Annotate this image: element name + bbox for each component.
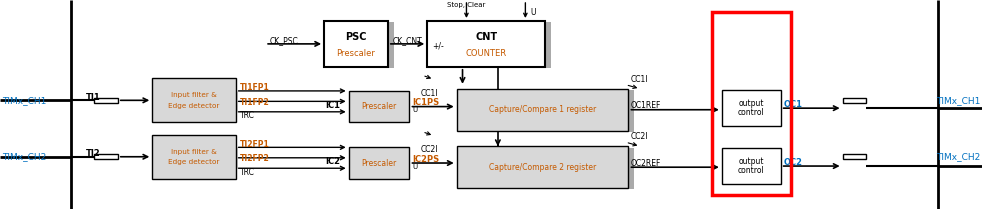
Text: IC1PS: IC1PS <box>412 98 440 107</box>
Text: PSC: PSC <box>346 32 366 42</box>
Text: TI1FP1: TI1FP1 <box>240 83 269 92</box>
Text: output: output <box>738 99 764 108</box>
Bar <box>712 12 791 195</box>
Text: TIMx_CH1: TIMx_CH1 <box>936 96 980 105</box>
Text: U: U <box>412 164 417 170</box>
Bar <box>457 89 628 131</box>
Bar <box>349 91 409 122</box>
Bar <box>463 148 634 189</box>
Bar <box>457 146 628 188</box>
Text: OC2: OC2 <box>784 158 802 167</box>
Bar <box>843 154 866 159</box>
Text: TI1FP2: TI1FP2 <box>240 98 269 107</box>
Text: CC1I: CC1I <box>420 88 438 98</box>
Bar <box>152 78 236 122</box>
Text: Edge detector: Edge detector <box>168 103 220 108</box>
Text: COUNTER: COUNTER <box>465 48 507 58</box>
Bar <box>349 147 409 179</box>
Text: OC1REF: OC1REF <box>630 101 661 111</box>
Text: CNT: CNT <box>475 32 497 42</box>
Bar <box>722 148 781 184</box>
Text: TRC: TRC <box>240 111 254 120</box>
Text: control: control <box>737 166 765 175</box>
Text: CK_CNT: CK_CNT <box>393 36 422 45</box>
Bar <box>843 98 866 103</box>
Text: U: U <box>412 107 417 113</box>
Text: OC2REF: OC2REF <box>630 159 661 168</box>
Text: TI1: TI1 <box>85 93 100 102</box>
Text: CC2I: CC2I <box>630 132 648 141</box>
Text: IC2: IC2 <box>325 157 340 167</box>
Text: Prescaler: Prescaler <box>337 48 375 58</box>
Bar <box>152 135 236 179</box>
Text: Prescaler: Prescaler <box>361 158 397 168</box>
Text: Input filter &: Input filter & <box>171 92 217 98</box>
Text: Capture/Compare 1 register: Capture/Compare 1 register <box>489 105 596 114</box>
Text: IC1: IC1 <box>325 101 340 110</box>
Text: TI2FP2: TI2FP2 <box>240 154 269 163</box>
Text: TI2FP1: TI2FP1 <box>240 140 269 149</box>
Bar <box>722 90 781 126</box>
Bar <box>433 22 551 68</box>
Bar <box>324 21 388 67</box>
Text: CC1I: CC1I <box>630 75 648 84</box>
Text: IC2PS: IC2PS <box>412 155 440 164</box>
Text: +/-: +/- <box>432 42 444 51</box>
Text: TIMx_CH2: TIMx_CH2 <box>936 152 980 161</box>
Bar <box>330 22 394 68</box>
Text: TI2: TI2 <box>85 149 100 158</box>
Text: CC2I: CC2I <box>420 145 438 154</box>
Text: TIMx_CH2: TIMx_CH2 <box>2 152 46 161</box>
Bar <box>427 21 545 67</box>
Bar <box>463 90 634 132</box>
Text: U: U <box>530 8 536 17</box>
Bar <box>94 98 118 103</box>
Text: OC1: OC1 <box>784 100 802 109</box>
Text: Input filter &: Input filter & <box>171 149 217 154</box>
Text: Prescaler: Prescaler <box>361 102 397 111</box>
Text: Capture/Compare 2 register: Capture/Compare 2 register <box>489 163 596 172</box>
Text: TRC: TRC <box>240 167 254 177</box>
Text: Stop, Clear: Stop, Clear <box>447 2 486 8</box>
Text: Edge detector: Edge detector <box>168 159 220 165</box>
Text: control: control <box>737 108 765 117</box>
Text: TIMx_CH1: TIMx_CH1 <box>2 96 46 105</box>
Text: CK_PSC: CK_PSC <box>270 36 299 45</box>
Bar <box>94 154 118 159</box>
Text: output: output <box>738 157 764 166</box>
